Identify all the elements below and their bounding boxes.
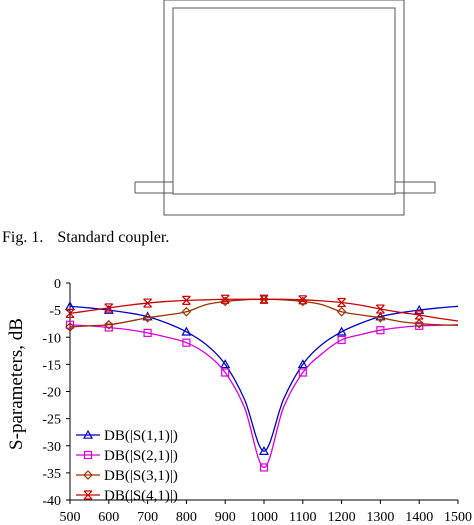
legend-marker-3 — [83, 470, 93, 480]
legend-label-4: DB(|S(4,1)|) — [104, 488, 178, 504]
series-3-point — [181, 306, 192, 317]
series-2-point — [298, 368, 307, 377]
coupler-diagram — [134, 0, 436, 216]
series-4-point — [375, 304, 385, 314]
series-2-point — [65, 320, 75, 329]
series-2-point — [376, 326, 385, 335]
series-2-point — [182, 338, 191, 347]
series-1-point — [181, 326, 192, 336]
series-4-point — [65, 308, 75, 318]
series-4-point — [181, 295, 191, 305]
y-tick-label: -40 — [42, 494, 61, 509]
y-tick-label: -5 — [49, 304, 61, 319]
y-tick-label: -10 — [42, 331, 61, 346]
series-3-point — [103, 319, 114, 330]
series-line-2 — [69, 324, 459, 469]
figure-caption-text: Standard coupler. — [57, 229, 170, 246]
coupler-outer-square — [163, 0, 405, 216]
x-tick-label: 1300 — [366, 510, 394, 525]
series-4-point — [298, 295, 308, 305]
x-tick-label: 800 — [176, 510, 197, 525]
figure-caption: Fig. 1. Standard coupler. — [2, 229, 169, 247]
series-1-point — [258, 445, 270, 455]
x-tick-label: 700 — [137, 510, 158, 525]
series-3-point — [220, 296, 231, 307]
series-3-point — [65, 322, 75, 332]
series-4-point — [414, 310, 424, 320]
y-tick-label: -30 — [42, 440, 61, 455]
series-1-point — [414, 304, 425, 314]
y-tick-label: -15 — [42, 358, 61, 373]
coupler-inner-square — [172, 7, 396, 195]
series-1-point — [220, 359, 231, 369]
y-tick-label: -35 — [42, 467, 61, 482]
legend-label-1: DB(|S(1,1)|) — [104, 428, 178, 444]
series-4-point — [104, 303, 114, 313]
x-tick-label: 500 — [60, 510, 81, 525]
x-tick-label: 1200 — [328, 510, 356, 525]
series-2-point — [337, 335, 346, 345]
series-line-1 — [69, 305, 459, 452]
series-4-point — [337, 297, 347, 308]
x-tick-label: 900 — [215, 510, 236, 525]
x-tick-label: 1500 — [444, 510, 472, 525]
series-3-point — [142, 312, 153, 323]
series-4-point — [259, 294, 269, 304]
series-3-point — [336, 306, 347, 317]
x-tick-label: 600 — [98, 510, 119, 525]
x-tick-label: 1400 — [405, 510, 433, 525]
legend-label-2: DB(|S(2,1)|) — [104, 448, 178, 464]
series-3-point — [375, 312, 386, 323]
series-4-point — [220, 294, 230, 304]
series-4-point — [143, 298, 153, 308]
y-axis-label: S-parameters, dB — [6, 318, 27, 450]
series-2-point — [221, 368, 230, 377]
x-tick-label: 1100 — [289, 510, 316, 525]
series-2-point — [259, 463, 269, 472]
legend-marker-1 — [82, 429, 94, 439]
legend-label-3: DB(|S(3,1)|) — [104, 468, 178, 484]
y-tick-label: -20 — [42, 386, 61, 401]
series-2-point — [143, 328, 152, 338]
legend-marker-4 — [83, 490, 93, 500]
y-tick-label: -25 — [42, 413, 61, 428]
y-tick-label: 0 — [54, 277, 61, 292]
figure-caption-number: Fig. 1. — [2, 229, 44, 246]
legend-marker-2 — [83, 450, 93, 460]
series-3-point — [414, 318, 425, 329]
series-1-point — [336, 326, 347, 336]
series-1-point — [297, 359, 308, 369]
series-2-point — [415, 321, 424, 330]
series-2-point — [104, 323, 113, 332]
x-tick-label: 1000 — [250, 510, 278, 525]
